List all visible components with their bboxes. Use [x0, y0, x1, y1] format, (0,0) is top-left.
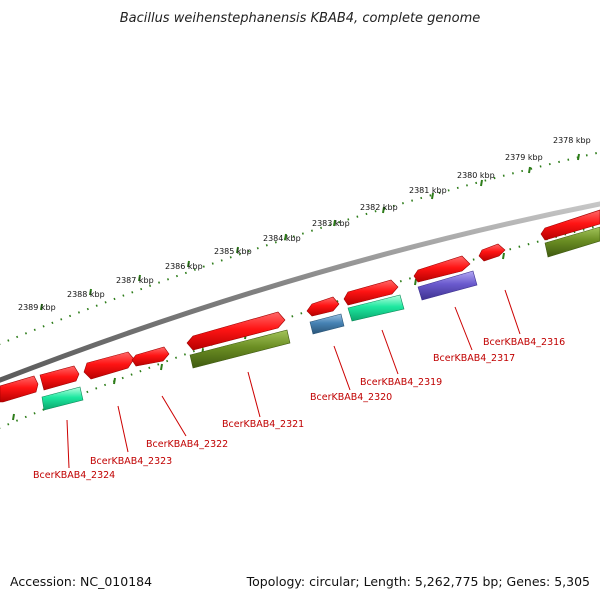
- feature-spring-2319: [347, 294, 405, 322]
- feature-spring-2324: [41, 386, 84, 411]
- cds-feature-2323: [83, 351, 135, 380]
- kbp-label: 2388 kbp: [67, 290, 105, 299]
- callout-line-2320: [333, 345, 351, 391]
- callout-lines: [66, 289, 521, 469]
- outer-tick-ring: [0, 151, 600, 345]
- major-tick: [113, 377, 116, 385]
- kbp-labels: 2378 kbp 2379 kbp 2380 kbp 2381 kbp 2382 kbp…: [18, 136, 591, 312]
- major-tick: [528, 166, 531, 174]
- major-tick: [40, 303, 43, 311]
- cds-feature-2322: [131, 346, 170, 367]
- major-tick: [431, 192, 434, 200]
- major-tick: [89, 288, 92, 296]
- cds-feature-2315: [540, 209, 600, 241]
- major-tick: [382, 206, 385, 214]
- major-tick: [284, 233, 287, 241]
- callout-line-2324: [66, 419, 70, 469]
- kbp-label: 2389 kbp: [18, 303, 56, 312]
- kbp-label: 2386 kbp: [165, 262, 203, 271]
- major-tick: [502, 252, 505, 260]
- cds-feature-2320: [306, 296, 340, 317]
- kbp-label: 2380 kbp: [457, 171, 495, 180]
- cds-feature-2317: [413, 255, 471, 283]
- callout-line-2319: [381, 329, 399, 375]
- major-tick: [138, 274, 141, 282]
- major-tick: [577, 153, 580, 161]
- accession-text: Accession: NC_010184: [10, 574, 152, 589]
- cds-feature-2324: [39, 365, 80, 391]
- major-tick: [333, 219, 336, 227]
- major-tick: [12, 413, 15, 421]
- inner-tick-ring: [0, 224, 600, 429]
- cds-feature-2321: [186, 311, 286, 351]
- major-tick: [414, 278, 417, 286]
- feature-slate-2317: [417, 270, 478, 301]
- major-tick: [236, 246, 239, 254]
- callout-line-2317: [454, 306, 473, 351]
- callout-line-2322: [161, 395, 187, 437]
- major-tick: [480, 179, 483, 187]
- feature-olive-2321: [189, 329, 291, 369]
- cds-feature-2325: [0, 375, 39, 403]
- feature-olive-2315: [544, 226, 600, 258]
- gene-label-2322: BcerKBAB4_2322: [146, 439, 228, 450]
- feature-steel-2320: [309, 313, 345, 335]
- gene-label-2320: BcerKBAB4_2320: [310, 392, 392, 403]
- genome-summary-text: Topology: circular; Length: 5,262,775 bp…: [246, 574, 590, 589]
- callout-line-2323: [117, 405, 129, 453]
- kbp-label: 2383 kbp: [312, 219, 350, 228]
- major-ticks: [12, 153, 580, 421]
- kbp-label: 2385 kbp: [214, 247, 252, 256]
- genome-backbone: [0, 201, 600, 383]
- kbp-label: 2379 kbp: [505, 153, 543, 162]
- gene-label-2317: BcerKBAB4_2317: [433, 353, 515, 364]
- major-tick: [160, 363, 163, 371]
- major-tick: [187, 260, 190, 268]
- callout-line-2316: [504, 289, 521, 335]
- kbp-label: 2384 kbp: [263, 234, 301, 243]
- gene-label-2321: BcerKBAB4_2321: [222, 419, 304, 430]
- kbp-label: 2382 kbp: [360, 203, 398, 212]
- kbp-label: 2381 kbp: [409, 186, 447, 195]
- kbp-label: 2387 kbp: [116, 276, 154, 285]
- kbp-label: 2378 kbp: [553, 136, 591, 145]
- gene-label-2323: BcerKBAB4_2323: [90, 456, 172, 467]
- callout-line-2321: [247, 371, 261, 418]
- gene-label-2324: BcerKBAB4_2324: [33, 470, 115, 481]
- cds-feature-2319: [343, 279, 399, 306]
- gene-label-2316: BcerKBAB4_2316: [483, 337, 565, 348]
- map-title: Bacillus weihenstephanensis KBAB4, compl…: [120, 11, 481, 26]
- gene-label-2319: BcerKBAB4_2319: [360, 377, 442, 388]
- cds-feature-2316: [478, 243, 506, 262]
